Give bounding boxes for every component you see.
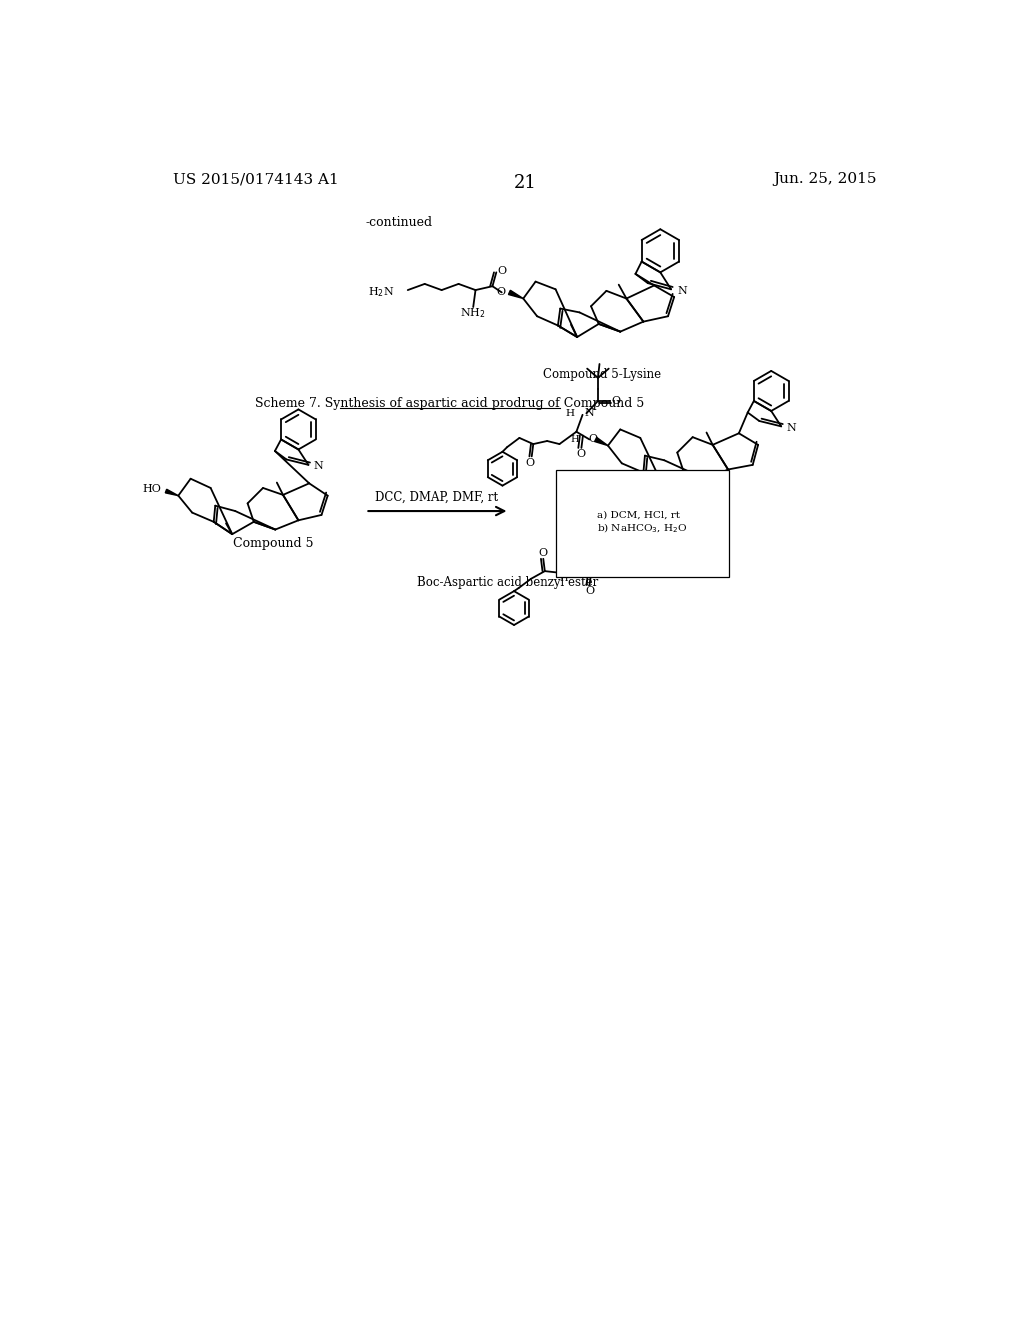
Text: O: O xyxy=(539,548,548,557)
Polygon shape xyxy=(509,290,523,298)
Text: O: O xyxy=(497,288,506,297)
Text: H: H xyxy=(578,564,587,573)
Polygon shape xyxy=(595,437,608,446)
Text: US 2015/0174143 A1: US 2015/0174143 A1 xyxy=(173,173,339,186)
Text: H$_2$N: H$_2$N xyxy=(368,285,394,298)
Text: Scheme 7. Synthesis of aspartic acid prodrug of Compound 5: Scheme 7. Synthesis of aspartic acid pro… xyxy=(255,397,645,411)
Text: HO: HO xyxy=(142,484,162,495)
Text: O: O xyxy=(497,265,506,276)
Text: N: N xyxy=(313,462,324,471)
Text: O: O xyxy=(605,529,614,539)
Text: -continued: -continued xyxy=(366,216,432,230)
Text: O: O xyxy=(574,515,584,525)
Text: OH: OH xyxy=(603,568,623,578)
Text: Boc-Aspartic acid benzyl ester: Boc-Aspartic acid benzyl ester xyxy=(417,576,598,589)
Text: H: H xyxy=(565,409,574,417)
Text: NH$_2$: NH$_2$ xyxy=(461,306,486,319)
Text: 21: 21 xyxy=(513,174,537,191)
Text: Jun. 25, 2015: Jun. 25, 2015 xyxy=(773,173,877,186)
Text: O: O xyxy=(585,586,594,597)
Text: N: N xyxy=(786,422,797,433)
Polygon shape xyxy=(165,490,178,496)
Text: Compound 5-Lysine: Compound 5-Lysine xyxy=(543,368,660,381)
Text: O: O xyxy=(525,458,535,467)
Text: N: N xyxy=(585,408,595,418)
Text: O: O xyxy=(588,434,597,445)
Text: H: H xyxy=(559,574,567,583)
Text: O: O xyxy=(612,396,621,407)
Text: N: N xyxy=(677,286,687,296)
Text: Compound 5: Compound 5 xyxy=(232,537,313,550)
Text: DCC, DMAP, DMF, rt: DCC, DMAP, DMF, rt xyxy=(376,490,499,503)
Text: N: N xyxy=(593,540,603,550)
Text: a) DCM, HCl, rt
b) NaHCO$_3$, H$_2$O: a) DCM, HCl, rt b) NaHCO$_3$, H$_2$O xyxy=(597,511,688,535)
Text: O: O xyxy=(577,449,585,459)
Text: H: H xyxy=(570,436,580,444)
Text: H: H xyxy=(574,540,584,549)
